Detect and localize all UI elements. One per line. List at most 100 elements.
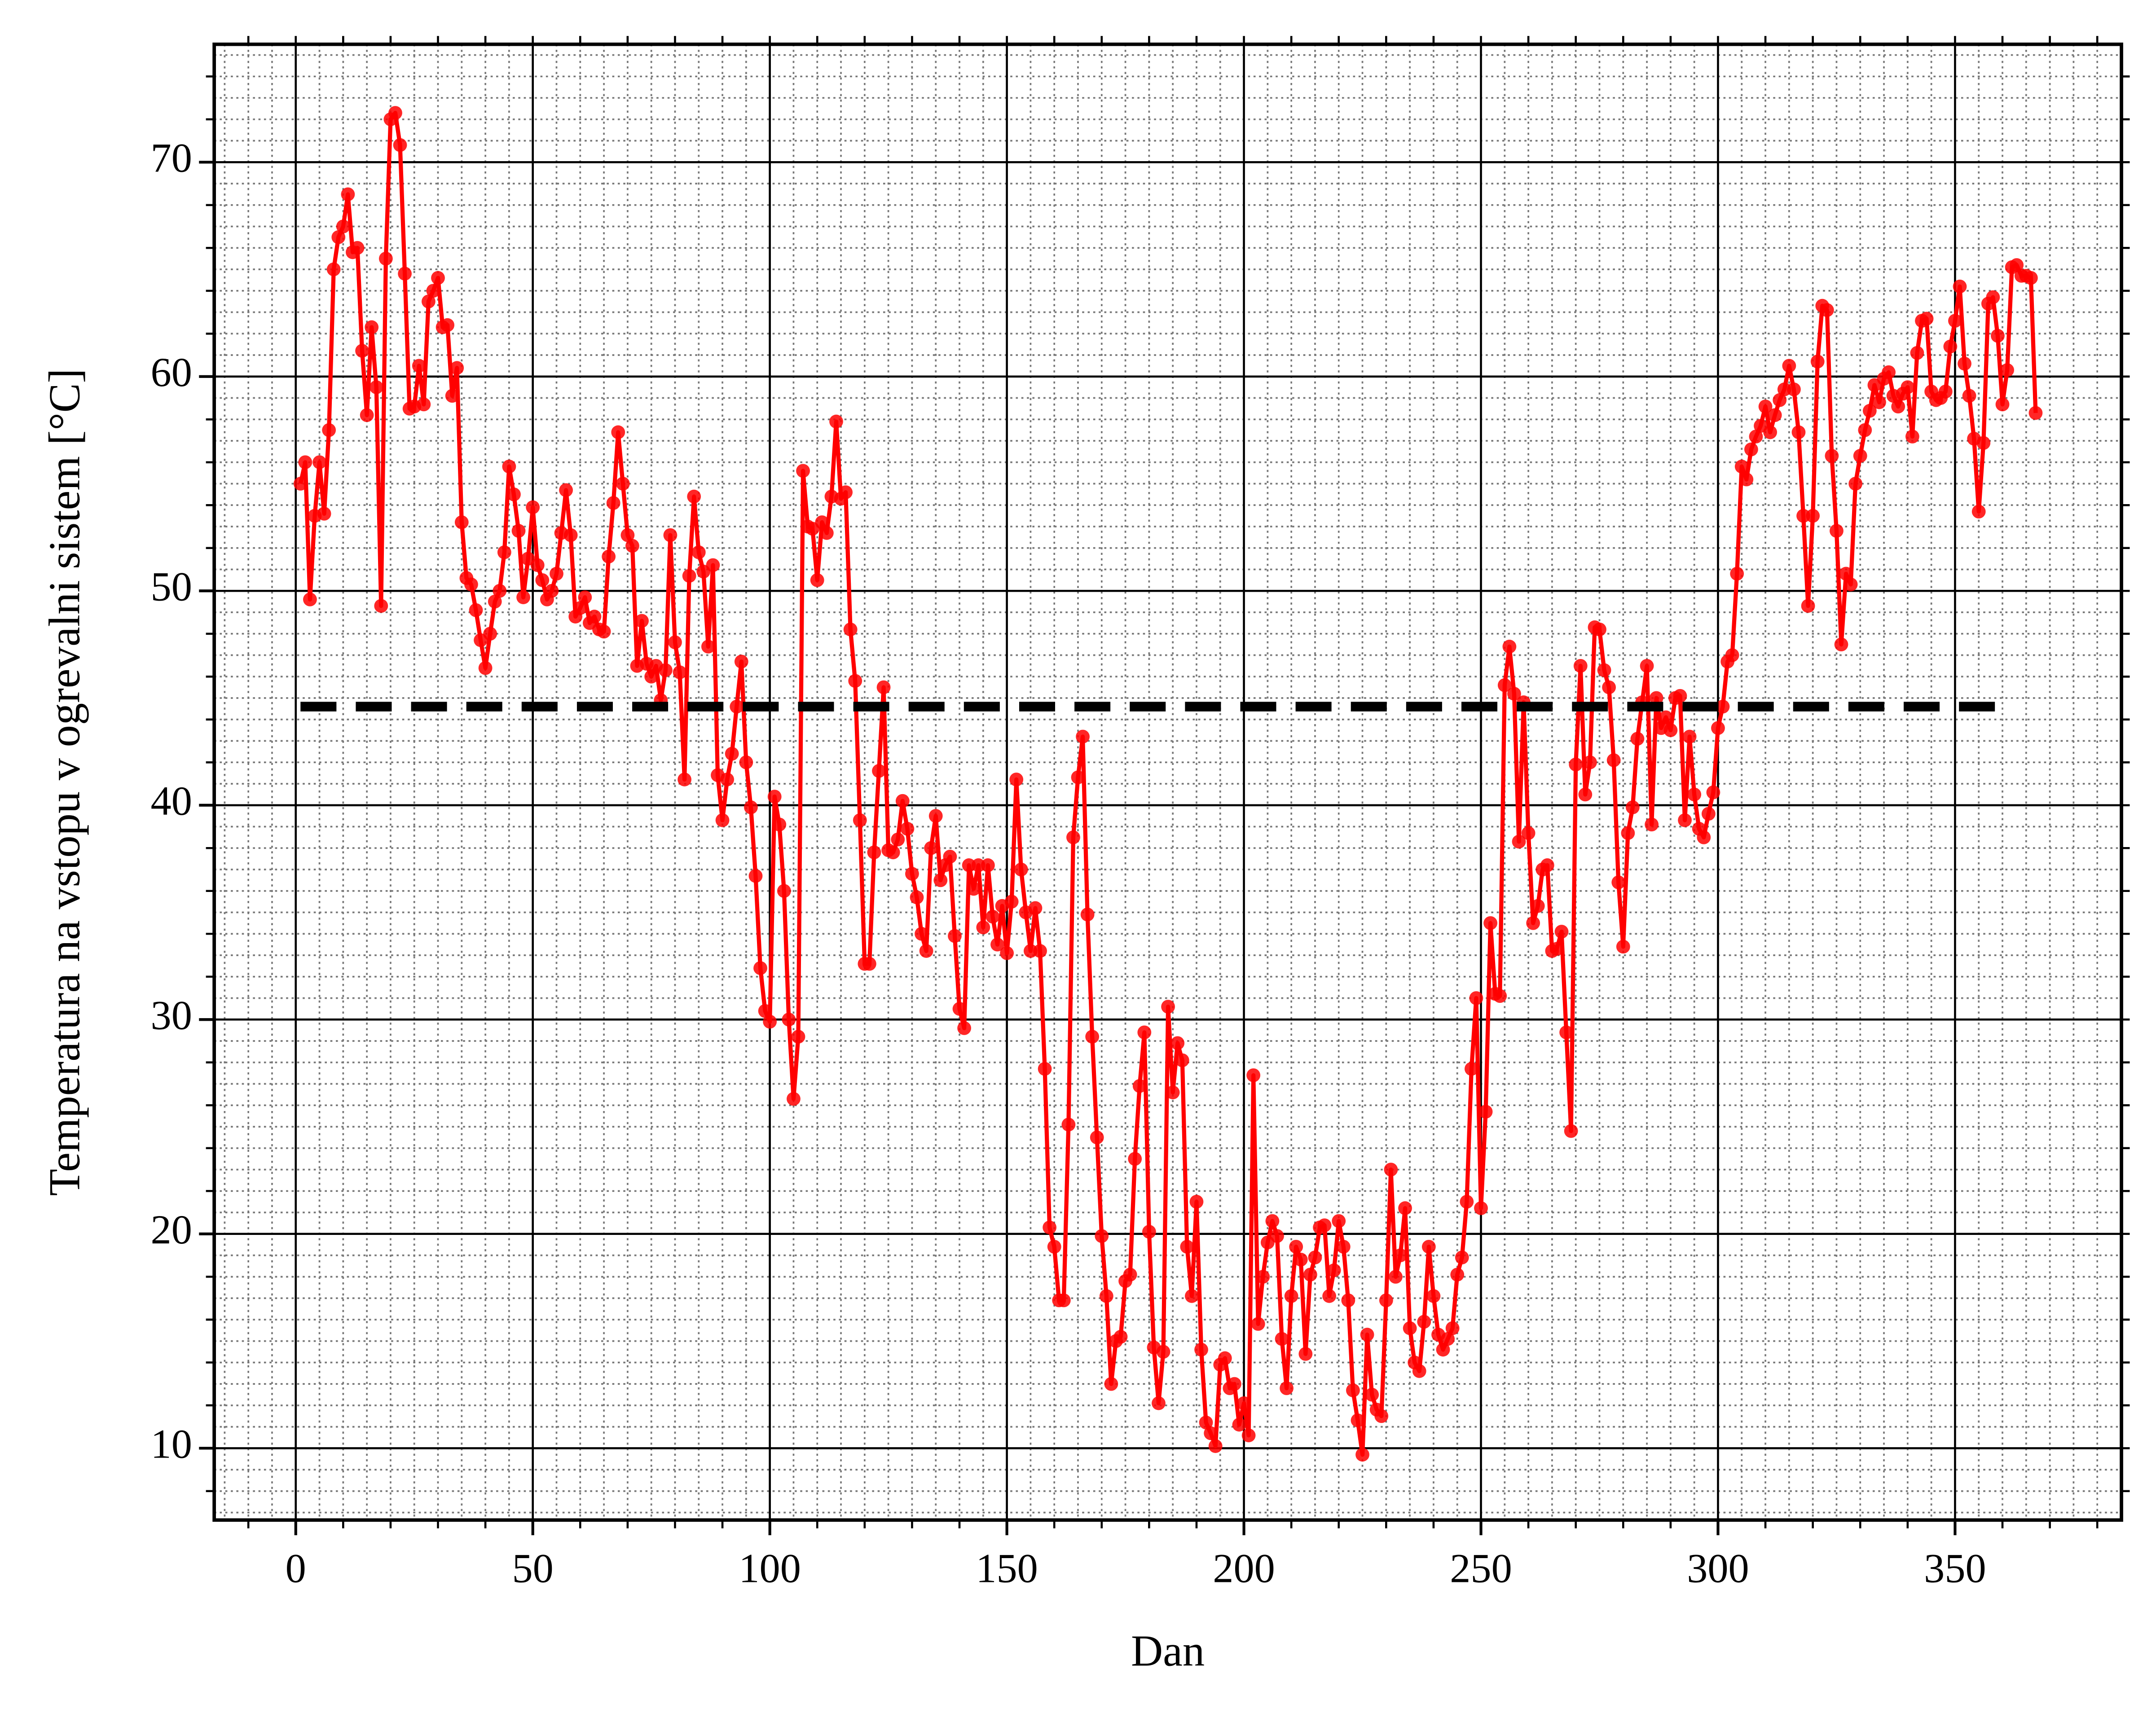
data-point [1744,442,1758,457]
data-point [1943,339,1958,354]
data-point [535,573,550,587]
data-point [1844,577,1858,592]
data-point [1113,1330,1128,1344]
data-point [1256,1269,1270,1284]
data-point [867,845,881,860]
data-point [1682,729,1697,744]
data-point [1806,509,1820,523]
data-point [1417,1315,1431,1329]
data-point [706,558,720,572]
data-point [1066,830,1080,844]
data-point [1208,1439,1223,1453]
data-point [1559,1025,1573,1040]
data-point [1578,787,1593,802]
data-point [545,584,559,598]
data-point [1645,817,1659,832]
data-point [687,489,701,504]
data-point [1953,279,1967,294]
data-point [691,545,706,559]
data-point [1540,858,1554,872]
data-point [1308,1250,1322,1265]
data-point [578,590,592,604]
data-point [1882,365,1896,379]
y-axis-label: Temperatura na vstopu v ogrevalni sistem… [40,369,89,1196]
data-point [678,773,691,786]
data-point [1697,830,1711,844]
data-point [412,359,426,373]
data-point [1958,356,1971,371]
data-point [322,423,336,437]
data-point [1251,1317,1265,1331]
data-point [445,389,459,403]
data-point [1787,382,1801,396]
data-point [298,455,312,470]
data-point [1602,680,1616,694]
data-point [1465,1062,1478,1076]
data-point [1142,1225,1156,1239]
data-point [1009,773,1024,786]
data-point [767,790,782,804]
data-point [1758,400,1773,414]
data-point [530,558,545,572]
data-point [1194,1343,1208,1357]
data-point [933,873,948,887]
data-point [1502,640,1517,654]
data-point [1474,1201,1488,1215]
data-point [682,569,696,583]
data-point [1730,567,1744,581]
data-point [1445,1321,1460,1335]
data-point [1938,384,1953,399]
data-point [715,813,730,827]
data-point [1043,1221,1057,1234]
data-point [616,477,630,491]
data-point [787,1092,801,1106]
data-point [1455,1250,1469,1265]
data-point [488,594,502,609]
data-point [1573,659,1588,673]
data-point [426,284,440,298]
data-point [1080,907,1095,922]
data-point [1801,599,1815,613]
data-point [796,464,810,478]
axes-frame [212,42,2123,1522]
data-point [331,230,346,244]
data-point [725,747,739,761]
data-point [1460,1195,1474,1209]
data-point [1246,1068,1261,1082]
y-tick-label: 40 [151,778,192,824]
x-axis-label: Dan [1131,1626,1205,1675]
data-point [1678,813,1692,827]
data-point [1621,826,1635,840]
x-tick-label: 50 [512,1545,554,1591]
data-point [559,483,573,497]
x-tick-label: 250 [1450,1545,1512,1591]
data-point [312,455,326,470]
data-point [326,262,341,277]
data-point [2024,271,2038,285]
data-point [924,841,938,855]
data-point [1734,459,1749,474]
grid: 0 50 100 150 200 250 300 350 10 20 30 40 50 60 70 [151,36,2130,1591]
data-point [1663,723,1678,738]
data-point [1374,1409,1389,1423]
data-point [1862,404,1877,418]
data-point [1991,329,2005,343]
data-point [1976,436,1991,450]
data-point [450,361,464,375]
data-point [1317,1218,1332,1233]
data-point [1004,895,1019,909]
data-point [1185,1289,1199,1303]
data-point [1768,408,1782,422]
data-point [1687,787,1702,802]
data-point [1322,1289,1337,1303]
data-point [1910,346,1924,360]
data-point [1156,1344,1170,1359]
data-point [355,344,369,358]
y-tick-label: 60 [151,349,192,395]
data-point [1076,729,1090,744]
data-point [1412,1364,1426,1378]
data-point [915,927,928,941]
data-point [663,528,678,542]
data-point [483,627,497,641]
data-point [1336,1239,1351,1254]
